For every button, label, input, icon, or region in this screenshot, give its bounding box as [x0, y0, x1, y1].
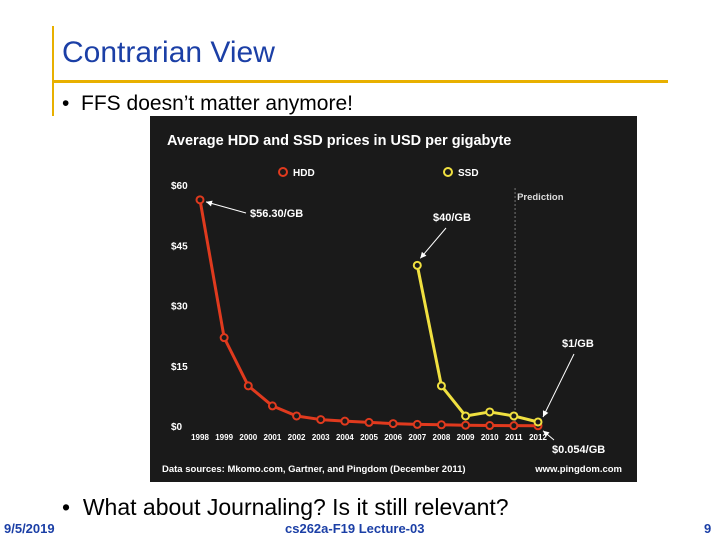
annotation-arrowhead [543, 430, 550, 437]
data-point-hdd [195, 195, 205, 205]
y-axis: $60 $45 $30 $15 $0 [171, 181, 188, 433]
y-tick-label: $60 [171, 181, 188, 192]
annotation-arrowhead [206, 200, 213, 207]
x-tick-label: 2002 [288, 433, 306, 442]
data-point-hdd [412, 419, 422, 429]
data-point-hdd [267, 401, 277, 411]
y-tick-label: $30 [171, 302, 188, 313]
bullet-1-text: FFS doesn’t matter anymore! [81, 92, 353, 115]
data-point-hdd [292, 411, 302, 421]
data-point-hdd [485, 421, 495, 431]
bullet-2: • What about Journaling? Is it still rel… [62, 494, 509, 520]
chart-legend: HDD SSD [278, 167, 479, 179]
bullet-2-text: What about Journaling? Is it still relev… [82, 494, 509, 520]
prediction-label: Prediction [517, 192, 564, 203]
credit-text: www.pingdom.com [534, 464, 622, 475]
x-axis: 1998 1999 2000 2001 2002 2003 2004 2005 2006 2007… [191, 433, 547, 442]
data-point-hdd [388, 419, 398, 429]
annotation-label: $1/GB [562, 338, 594, 350]
x-tick-label: 2007 [408, 433, 426, 442]
y-tick-label: $45 [171, 241, 188, 252]
x-tick-label: 1998 [191, 433, 209, 442]
data-point-hdd [461, 420, 471, 430]
annotation-label: $0.054/GB [552, 444, 605, 456]
data-point-ssd [533, 417, 543, 427]
accent-vertical-rule [52, 26, 54, 116]
data-point-hdd [364, 417, 374, 427]
x-tick-label: 2000 [239, 433, 257, 442]
annotation-leader [419, 227, 447, 259]
annotation-label: $40/GB [433, 212, 471, 224]
legend-marker-hdd [278, 167, 288, 177]
x-tick-label: 1999 [215, 433, 233, 442]
footer-page-number: 9 [704, 521, 712, 536]
data-point-hdd [243, 381, 253, 391]
data-point-hdd [219, 333, 229, 343]
x-tick-label: 2010 [481, 433, 499, 442]
x-tick-label: 2009 [457, 433, 475, 442]
annotation-arrowhead [420, 251, 427, 259]
x-tick-label: 2012 [529, 433, 547, 442]
legend-label-hdd: HDD [293, 168, 315, 179]
data-point-hdd [436, 420, 446, 430]
prediction-marker: Prediction [514, 188, 564, 428]
x-tick-label: 2003 [312, 433, 330, 442]
annotation-leader [542, 353, 575, 418]
chart-title: Average HDD and SSD prices in USD per gi… [167, 133, 511, 149]
annotation-label: $56.30/GB [250, 208, 303, 220]
annotations: $56.30/GB $40/GB $1/GB $0.054/GB [205, 200, 605, 456]
bullet-1: • FFS doesn’t matter anymore! [62, 92, 353, 115]
data-point-ssd [461, 411, 471, 421]
data-point-ssd [509, 411, 519, 421]
x-tick-label: 2008 [433, 433, 451, 442]
legend-marker-ssd [443, 167, 453, 177]
annotation-arrowhead [542, 410, 549, 417]
data-point-ssd [436, 381, 446, 391]
data-point-ssd [412, 260, 422, 270]
accent-horizontal-rule [52, 80, 668, 83]
y-tick-label: $15 [171, 362, 188, 373]
x-tick-label: 2001 [264, 433, 282, 442]
source-text: Data sources: Mkomo.com, Gartner, and Pi… [162, 464, 466, 475]
x-tick-label: 2005 [360, 433, 378, 442]
x-tick-label: 2011 [505, 433, 523, 442]
footer-date: 9/5/2019 [4, 521, 55, 536]
x-tick-label: 2006 [384, 433, 402, 442]
legend-label-ssd: SSD [458, 168, 479, 179]
slide-title: Contrarian View [62, 36, 275, 69]
y-tick-label: $0 [171, 422, 183, 433]
x-tick-label: 2004 [336, 433, 354, 442]
data-point-hdd [340, 416, 350, 426]
footer-course: cs262a-F19 Lecture-03 [285, 521, 425, 536]
price-chart: Average HDD and SSD prices in USD per gi… [150, 116, 637, 482]
data-point-hdd [509, 421, 519, 431]
series-group [195, 195, 543, 431]
data-point-hdd [316, 415, 326, 425]
annotation-leader [205, 201, 247, 214]
data-point-ssd [485, 407, 495, 417]
